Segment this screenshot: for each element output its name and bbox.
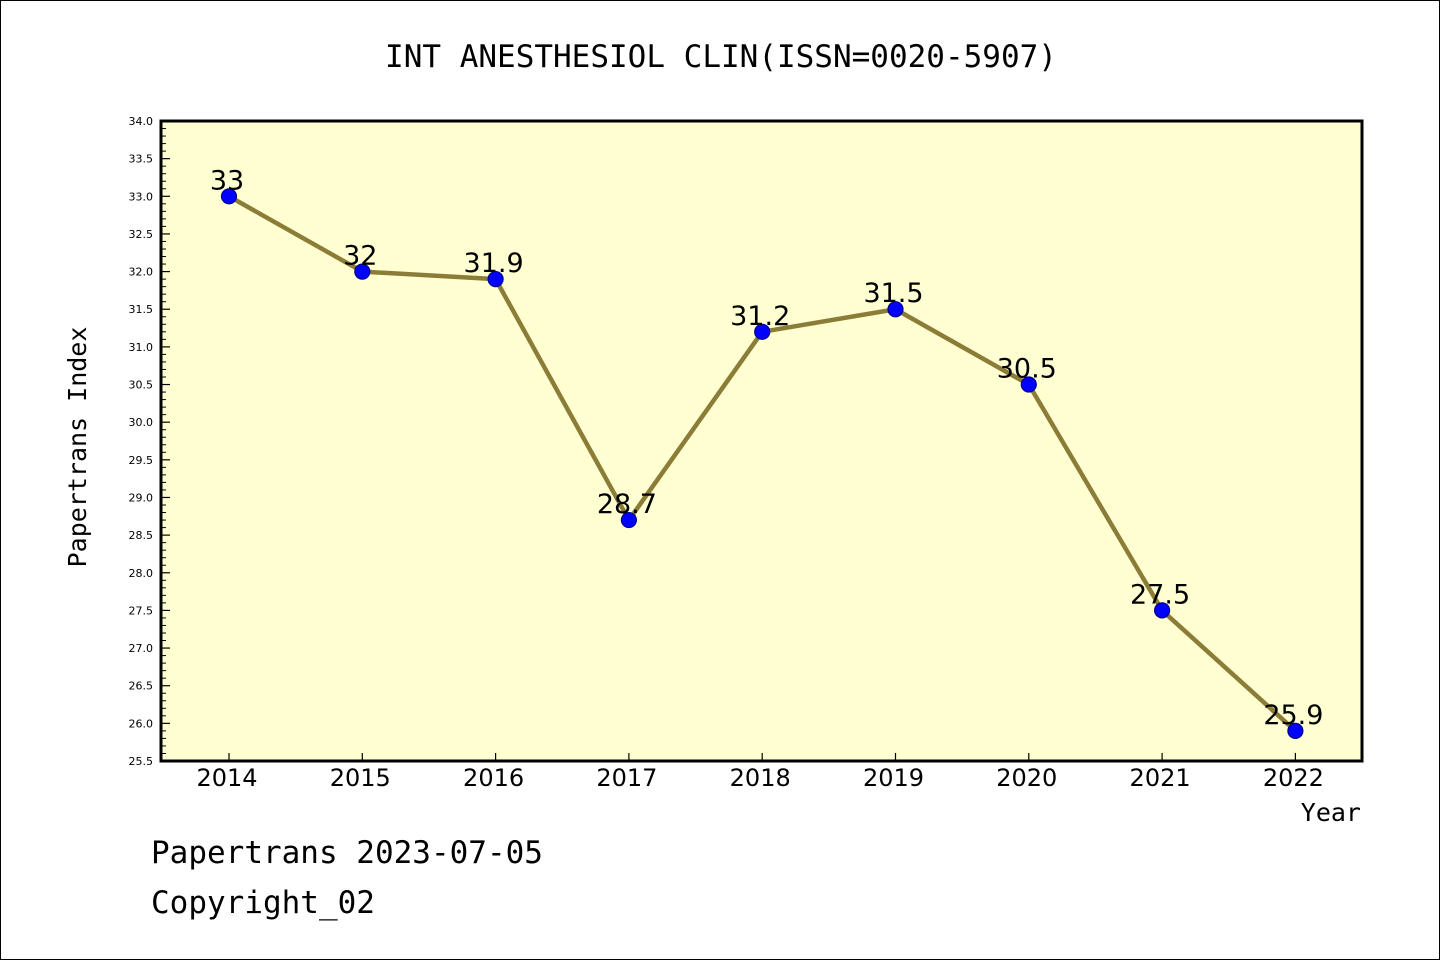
data-point bbox=[1020, 376, 1037, 393]
y-tick-label: 33.5 bbox=[129, 153, 154, 166]
data-label: 28.7 bbox=[597, 489, 657, 520]
data-label: 33 bbox=[210, 165, 244, 196]
y-tick-label: 26.5 bbox=[129, 680, 154, 693]
footer-copyright-line: Copyright_02 bbox=[151, 885, 375, 921]
y-tick-label: 32.5 bbox=[129, 228, 154, 241]
x-tick-label: 2017 bbox=[596, 764, 657, 792]
y-tick-label: 34.0 bbox=[129, 115, 154, 128]
x-tick-label: 2014 bbox=[196, 764, 257, 792]
data-label: 30.5 bbox=[997, 354, 1057, 385]
x-tick-label: 2018 bbox=[730, 764, 791, 792]
y-tick-label: 31.5 bbox=[129, 303, 154, 316]
x-tick-label: 2019 bbox=[863, 764, 924, 792]
data-point bbox=[354, 263, 371, 280]
data-point bbox=[487, 271, 504, 288]
y-tick-label: 31.0 bbox=[129, 341, 154, 354]
y-tick-label: 33.0 bbox=[129, 190, 154, 203]
y-tick-label: 27.0 bbox=[129, 642, 154, 655]
y-tick-label: 28.0 bbox=[129, 567, 154, 580]
data-point bbox=[220, 188, 238, 205]
x-axis-label: Year bbox=[1301, 798, 1361, 827]
data-point bbox=[1287, 722, 1304, 739]
data-label: 31.5 bbox=[863, 278, 923, 309]
y-tick-label: 29.5 bbox=[129, 454, 154, 467]
y-tick-label: 27.5 bbox=[129, 604, 154, 617]
chart-title: INT ANESTHESIOL CLIN(ISSN=0020-5907) bbox=[385, 39, 1057, 75]
x-tick-label: 2021 bbox=[1130, 764, 1191, 792]
y-tick-label: 32.0 bbox=[129, 266, 154, 279]
x-axis: 2014 2015 2016 2017 2018 2019 2020 2021 2022 bbox=[196, 753, 1324, 792]
y-tick-label: 30.5 bbox=[129, 379, 154, 392]
x-tick-label: 2016 bbox=[463, 764, 524, 792]
y-tick-label: 25.5 bbox=[129, 755, 154, 768]
data-point bbox=[620, 511, 638, 529]
data-label: 31.2 bbox=[730, 301, 790, 332]
data-label: 25.9 bbox=[1263, 700, 1323, 731]
data-point bbox=[887, 301, 904, 318]
y-tick-label: 30.0 bbox=[129, 416, 154, 429]
series-line-group: 33 32 31.9 28.7 31.2 31.5 30.5 27.5 25.9 bbox=[210, 165, 1323, 739]
y-tick-label: 29.0 bbox=[129, 491, 154, 504]
y-tick-label: 28.5 bbox=[129, 529, 154, 542]
data-label: 31.9 bbox=[464, 248, 524, 279]
data-label: 32 bbox=[343, 241, 377, 272]
y-axis: 25.5 26.0 26.5 27.0 27.5 28.0 28.5 29.0 29.5 30.0… bbox=[129, 115, 170, 768]
data-point bbox=[1153, 602, 1171, 619]
data-label: 27.5 bbox=[1130, 579, 1190, 610]
plot-area bbox=[159, 119, 1364, 763]
y-axis-label: Papertrans Index bbox=[63, 327, 92, 568]
y-tick-label: 26.0 bbox=[129, 717, 154, 730]
x-tick-label: 2022 bbox=[1263, 764, 1324, 792]
x-tick-label: 2020 bbox=[996, 764, 1057, 792]
footer-date-line: Papertrans 2023-07-05 bbox=[151, 835, 543, 871]
data-point bbox=[754, 323, 771, 340]
x-tick-label: 2015 bbox=[330, 764, 391, 792]
